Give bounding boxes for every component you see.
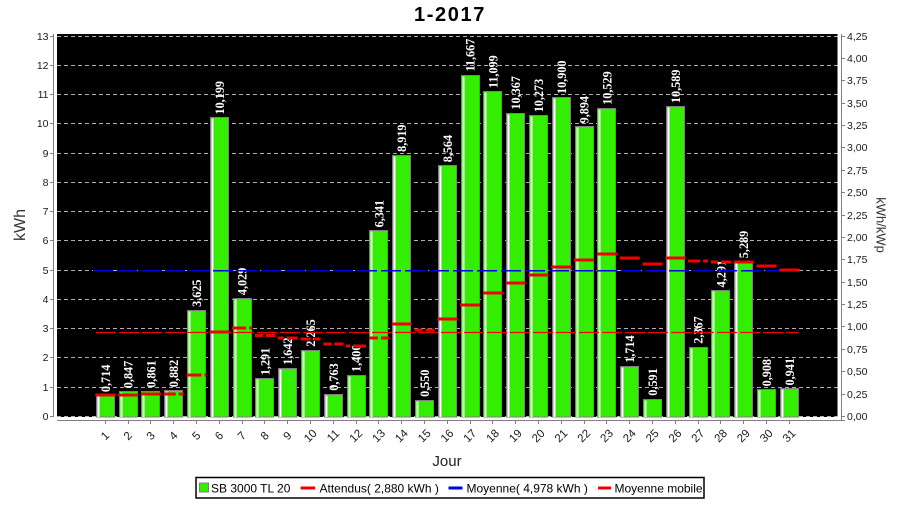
svg-text:Jour: Jour [432,453,461,470]
svg-text:5,289: 5,289 [737,231,751,258]
svg-text:8,919: 8,919 [395,124,409,151]
svg-text:0,00: 0,00 [847,411,868,423]
svg-text:8: 8 [43,177,49,189]
svg-text:2,50: 2,50 [847,187,868,199]
svg-text:11,099: 11,099 [486,55,500,88]
svg-text:1,75: 1,75 [847,254,868,266]
svg-text:Moyenne mobile: Moyenne mobile [615,482,703,496]
svg-text:1,291: 1,291 [258,348,272,375]
svg-text:3,50: 3,50 [847,98,868,110]
svg-text:1,50: 1,50 [847,277,868,289]
svg-text:7: 7 [43,206,49,218]
svg-text:0,550: 0,550 [418,369,432,396]
svg-text:11,667: 11,667 [464,39,478,72]
svg-text:10,529: 10,529 [600,71,614,105]
svg-text:Attendus( 2,880 kWh ): Attendus( 2,880 kWh ) [320,482,439,496]
svg-text:0,882: 0,882 [167,360,181,387]
svg-text:0,763: 0,763 [327,363,341,390]
svg-text:2: 2 [43,352,49,364]
svg-text:6,341: 6,341 [372,200,386,227]
svg-text:kWh/kWp: kWh/kWp [874,197,889,253]
svg-text:2,25: 2,25 [847,210,868,222]
svg-text:13: 13 [37,31,49,43]
svg-text:Moyenne( 4,978 kWh ): Moyenne( 4,978 kWh ) [467,482,588,496]
svg-text:11: 11 [38,89,49,101]
svg-text:1: 1 [43,382,49,394]
svg-text:2,367: 2,367 [692,316,706,343]
svg-text:0,75: 0,75 [847,344,868,356]
svg-text:0,714: 0,714 [99,365,113,392]
svg-text:1-2017: 1-2017 [414,4,486,26]
svg-text:10,273: 10,273 [532,79,546,113]
svg-text:0,941: 0,941 [783,358,797,385]
svg-text:4,25: 4,25 [847,31,868,43]
svg-text:0,847: 0,847 [122,361,136,388]
svg-text:12: 12 [37,60,49,72]
svg-text:10,900: 10,900 [555,60,569,94]
svg-text:4,291: 4,291 [714,260,728,287]
svg-text:2,75: 2,75 [847,165,868,177]
svg-text:3,25: 3,25 [847,120,868,132]
svg-text:6: 6 [43,235,49,247]
svg-text:1,00: 1,00 [847,321,868,333]
svg-text:1,25: 1,25 [847,299,868,311]
svg-text:9: 9 [43,148,49,160]
svg-text:4: 4 [43,294,49,306]
svg-text:1,642: 1,642 [281,337,295,364]
svg-text:0: 0 [43,411,49,423]
svg-text:10,589: 10,589 [669,70,683,104]
svg-text:3,75: 3,75 [847,75,868,87]
svg-text:5: 5 [43,265,49,277]
svg-text:3,625: 3,625 [190,279,204,306]
svg-text:0,591: 0,591 [646,368,660,395]
svg-text:8,564: 8,564 [441,135,455,162]
svg-text:10: 10 [37,118,49,130]
svg-text:4,00: 4,00 [847,53,868,65]
svg-text:1,714: 1,714 [623,335,637,362]
svg-text:1,400: 1,400 [350,345,364,372]
svg-text:3,00: 3,00 [847,142,868,154]
svg-text:0,908: 0,908 [760,359,774,386]
svg-text:2,00: 2,00 [847,232,868,244]
svg-text:0,861: 0,861 [144,360,158,387]
svg-text:kWh: kWh [12,209,29,241]
svg-text:10,199: 10,199 [213,81,227,115]
svg-text:4,029: 4,029 [236,268,250,295]
svg-text:9,894: 9,894 [578,96,592,123]
svg-text:0,50: 0,50 [847,366,868,378]
svg-text:3: 3 [43,323,49,335]
svg-text:SB 3000 TL 20: SB 3000 TL 20 [211,482,291,496]
svg-text:0,25: 0,25 [847,389,868,401]
svg-text:10,367: 10,367 [509,76,523,110]
